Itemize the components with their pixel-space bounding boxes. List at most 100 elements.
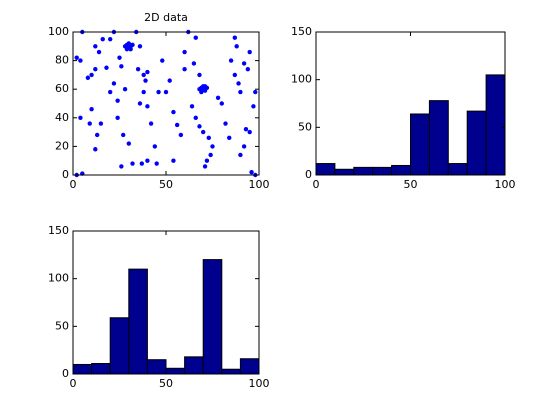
bar	[128, 268, 148, 375]
point	[100, 36, 105, 42]
point	[156, 89, 161, 95]
point	[152, 144, 158, 149]
point	[108, 36, 113, 42]
point	[191, 61, 197, 66]
point	[74, 55, 79, 60]
point	[210, 144, 215, 149]
bar	[221, 368, 241, 375]
point	[197, 72, 202, 78]
bar	[334, 168, 355, 176]
point	[121, 132, 126, 138]
bar	[372, 166, 393, 176]
point	[124, 46, 130, 52]
point	[130, 161, 135, 166]
point	[232, 35, 238, 40]
y-tick-label: 100	[48, 272, 69, 285]
point	[93, 44, 98, 49]
y-tick-label: 20	[55, 139, 69, 152]
point	[111, 81, 117, 86]
point	[145, 104, 150, 109]
point	[201, 129, 206, 135]
point	[78, 58, 83, 63]
point	[202, 84, 208, 89]
point	[234, 44, 239, 49]
point	[193, 35, 198, 40]
x-tick-label: 0	[313, 178, 320, 191]
y-tick-label: 0	[62, 168, 69, 181]
point	[178, 132, 184, 138]
point	[189, 104, 195, 109]
bar	[391, 164, 412, 176]
point	[160, 58, 165, 63]
point	[171, 109, 176, 115]
x-tick-label: 50	[159, 377, 173, 390]
point	[219, 101, 224, 106]
point	[128, 46, 133, 52]
x-tick-label: 50	[404, 178, 418, 191]
point	[141, 89, 146, 95]
x-tick-label: 0	[70, 377, 77, 390]
point	[117, 55, 122, 60]
point	[167, 78, 172, 83]
point	[208, 152, 213, 158]
chart-title: 2D data	[144, 11, 188, 24]
bar	[447, 163, 468, 176]
point	[241, 61, 247, 66]
point	[247, 49, 252, 55]
bar	[72, 363, 93, 375]
point	[87, 121, 92, 126]
point	[197, 124, 202, 129]
point	[145, 69, 150, 75]
point	[199, 89, 204, 95]
point	[238, 89, 243, 95]
bar	[315, 163, 336, 176]
point	[204, 158, 210, 163]
point	[115, 115, 120, 121]
bar	[184, 356, 204, 375]
y-tick-label: 0	[62, 367, 69, 380]
bar	[91, 363, 111, 375]
point	[154, 161, 159, 166]
point	[98, 121, 104, 126]
point	[232, 72, 238, 78]
y-tick-label: 50	[55, 319, 69, 332]
point	[182, 66, 187, 72]
point	[243, 127, 249, 132]
point	[137, 101, 143, 106]
axes-background	[73, 32, 259, 175]
point	[163, 89, 169, 95]
point	[215, 95, 221, 100]
point	[115, 98, 120, 103]
point	[89, 72, 94, 78]
bar	[239, 358, 260, 375]
point	[171, 158, 176, 163]
y-tick-label: 100	[48, 25, 69, 38]
point	[89, 107, 94, 112]
axes-background	[73, 231, 259, 374]
y-tick-label: 150	[291, 25, 312, 38]
point	[85, 75, 91, 80]
y-tick-label: 100	[291, 73, 312, 86]
point	[223, 121, 228, 126]
point	[145, 158, 150, 163]
point	[236, 81, 241, 86]
bar	[428, 100, 449, 176]
point	[93, 147, 98, 152]
bar	[485, 74, 506, 176]
point	[193, 115, 198, 121]
point	[245, 66, 251, 72]
y-tick-label: 80	[55, 54, 69, 67]
point	[126, 141, 131, 146]
point	[251, 104, 256, 109]
x-tick-label: 50	[159, 178, 173, 191]
x-tick-label: 0	[70, 178, 77, 191]
y-tick-label: 50	[298, 120, 312, 133]
point	[108, 89, 113, 95]
x-tick-label: 100	[249, 377, 270, 390]
bar	[202, 259, 223, 375]
point	[202, 164, 208, 169]
point	[247, 129, 252, 135]
y-tick-label: 0	[305, 168, 312, 181]
point	[143, 78, 148, 83]
